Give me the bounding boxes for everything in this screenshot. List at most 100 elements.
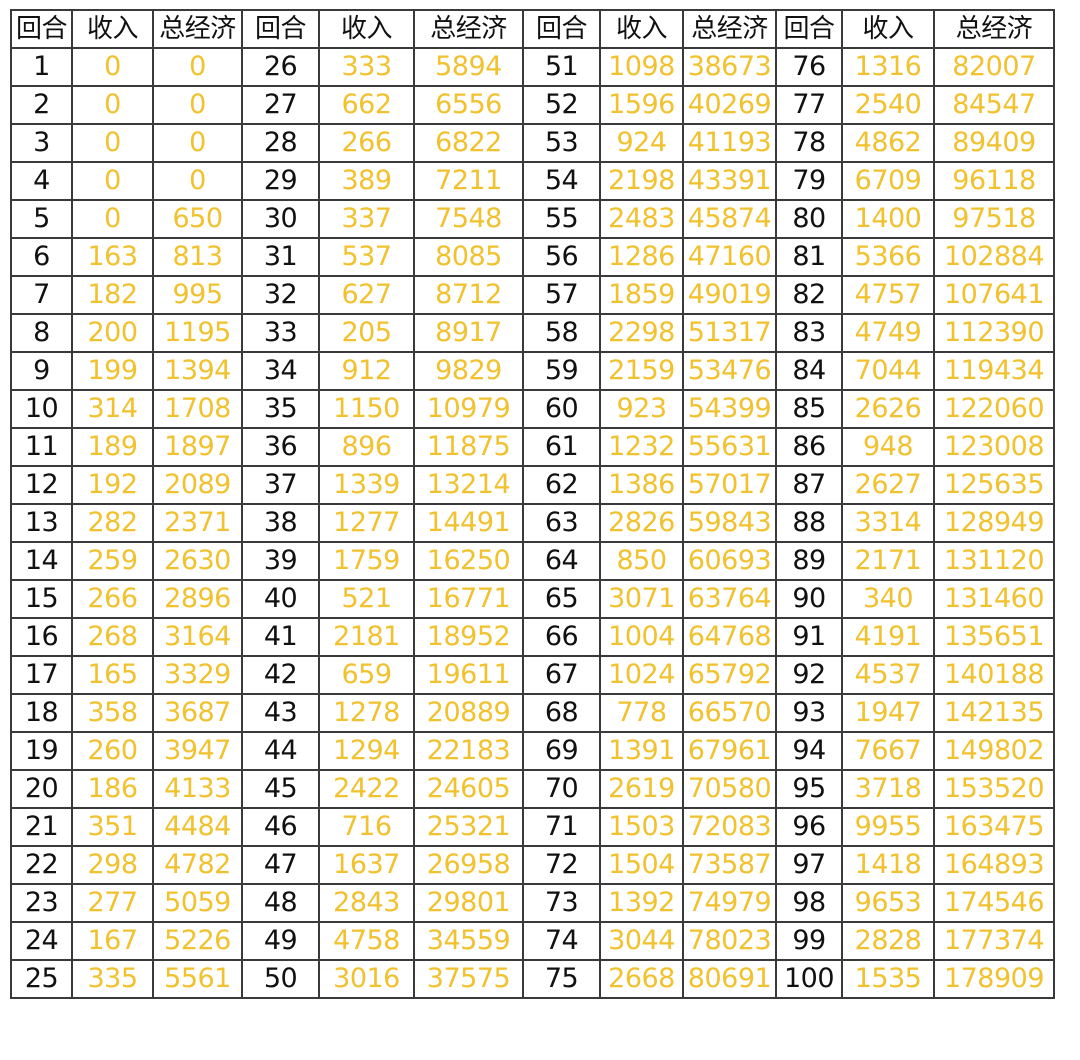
total-economy-cell: 164893	[933, 845, 1055, 885]
table-row: 24 167 5226 49 4758 34559 74 3044 78023 99 2828 177…	[10, 921, 1055, 961]
round-cell: 50	[241, 959, 320, 999]
round-cell: 11	[10, 427, 73, 467]
economy-table: 回合 收入 总经济 回合 收入 总经济 回合 收入 总经济 回合 收入 总经济 …	[10, 9, 1055, 999]
income-cell: 314	[71, 389, 154, 429]
round-cell: 93	[775, 693, 843, 733]
total-economy-cell: 3164	[152, 617, 243, 657]
total-economy-cell: 80691	[682, 959, 777, 999]
round-cell: 91	[775, 617, 843, 657]
total-economy-cell: 74979	[682, 883, 777, 923]
total-economy-cell: 7548	[413, 199, 524, 239]
total-economy-cell: 5226	[152, 921, 243, 961]
income-cell: 1339	[318, 465, 415, 505]
income-cell: 358	[71, 693, 154, 733]
round-cell: 12	[10, 465, 73, 505]
round-cell: 34	[241, 351, 320, 391]
income-cell: 266	[71, 579, 154, 619]
income-cell: 1386	[599, 465, 684, 505]
total-economy-cell: 4782	[152, 845, 243, 885]
header-income: 收入	[599, 9, 684, 49]
income-cell: 5366	[841, 237, 935, 277]
total-economy-cell: 123008	[933, 427, 1055, 467]
total-economy-cell: 64768	[682, 617, 777, 657]
round-cell: 19	[10, 731, 73, 771]
income-cell: 2422	[318, 769, 415, 809]
total-economy-cell: 0	[152, 161, 243, 201]
round-cell: 77	[775, 85, 843, 125]
total-economy-cell: 174546	[933, 883, 1055, 923]
total-economy-cell: 2371	[152, 503, 243, 543]
total-economy-cell: 65792	[682, 655, 777, 695]
header-total-economy: 总经济	[933, 9, 1055, 49]
income-cell: 923	[599, 389, 684, 429]
round-cell: 73	[522, 883, 601, 923]
round-cell: 20	[10, 769, 73, 809]
round-cell: 59	[522, 351, 601, 391]
round-cell: 22	[10, 845, 73, 885]
header-income: 收入	[841, 9, 935, 49]
round-cell: 38	[241, 503, 320, 543]
round-cell: 88	[775, 503, 843, 543]
income-cell: 7667	[841, 731, 935, 771]
income-cell: 268	[71, 617, 154, 657]
income-cell: 1391	[599, 731, 684, 771]
income-cell: 521	[318, 579, 415, 619]
income-cell: 7044	[841, 351, 935, 391]
round-cell: 5	[10, 199, 73, 239]
round-cell: 74	[522, 921, 601, 961]
round-cell: 66	[522, 617, 601, 657]
round-cell: 84	[775, 351, 843, 391]
round-cell: 16	[10, 617, 73, 657]
header-income: 收入	[71, 9, 154, 49]
total-economy-cell: 140188	[933, 655, 1055, 695]
round-cell: 43	[241, 693, 320, 733]
income-cell: 282	[71, 503, 154, 543]
round-cell: 95	[775, 769, 843, 809]
round-cell: 94	[775, 731, 843, 771]
total-economy-cell: 813	[152, 237, 243, 277]
round-cell: 30	[241, 199, 320, 239]
total-economy-cell: 55631	[682, 427, 777, 467]
round-cell: 26	[241, 47, 320, 87]
total-economy-cell: 149802	[933, 731, 1055, 771]
income-cell: 3314	[841, 503, 935, 543]
income-cell: 0	[71, 85, 154, 125]
round-cell: 99	[775, 921, 843, 961]
income-cell: 2826	[599, 503, 684, 543]
total-economy-cell: 10979	[413, 389, 524, 429]
round-cell: 70	[522, 769, 601, 809]
total-economy-cell: 34559	[413, 921, 524, 961]
table-row: 18 358 3687 43 1278 20889 68 778 66570 93 1947 1421…	[10, 693, 1055, 733]
total-economy-cell: 24605	[413, 769, 524, 809]
table-row: 8 200 1195 33 205 8917 58 2298 51317 83 4749 112390	[10, 313, 1055, 353]
income-cell: 1150	[318, 389, 415, 429]
income-cell: 627	[318, 275, 415, 315]
round-cell: 79	[775, 161, 843, 201]
income-cell: 337	[318, 199, 415, 239]
income-cell: 924	[599, 123, 684, 163]
table-row: 13 282 2371 38 1277 14491 63 2826 59843 88 3314 128…	[10, 503, 1055, 543]
total-economy-cell: 6822	[413, 123, 524, 163]
round-cell: 54	[522, 161, 601, 201]
round-cell: 35	[241, 389, 320, 429]
income-cell: 2619	[599, 769, 684, 809]
income-cell: 912	[318, 351, 415, 391]
income-cell: 1504	[599, 845, 684, 885]
total-economy-cell: 177374	[933, 921, 1055, 961]
income-cell: 662	[318, 85, 415, 125]
income-cell: 199	[71, 351, 154, 391]
total-economy-cell: 84547	[933, 85, 1055, 125]
total-economy-cell: 82007	[933, 47, 1055, 87]
table-row: 3 0 0 28 266 6822 53 924 41193 78 4862 89409	[10, 123, 1055, 163]
table-row: 6 163 813 31 537 8085 56 1286 47160 81 5366 102884	[10, 237, 1055, 277]
total-economy-cell: 40269	[682, 85, 777, 125]
total-economy-cell: 107641	[933, 275, 1055, 315]
round-cell: 29	[241, 161, 320, 201]
total-economy-cell: 70580	[682, 769, 777, 809]
total-economy-cell: 53476	[682, 351, 777, 391]
income-cell: 351	[71, 807, 154, 847]
income-cell: 4758	[318, 921, 415, 961]
total-economy-cell: 29801	[413, 883, 524, 923]
total-economy-cell: 5561	[152, 959, 243, 999]
round-cell: 78	[775, 123, 843, 163]
